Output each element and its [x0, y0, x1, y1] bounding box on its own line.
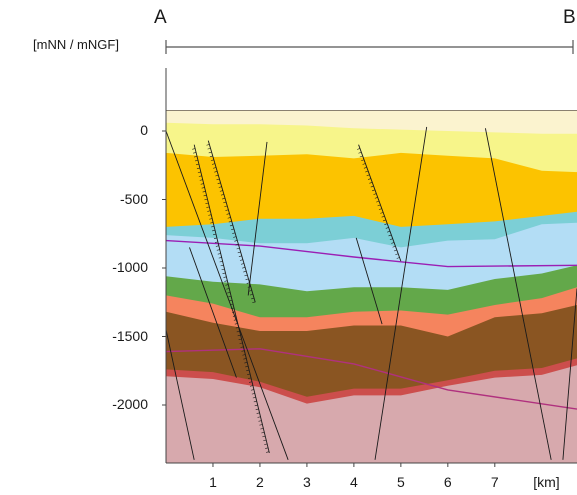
fault-8	[357, 144, 402, 262]
profile-start-label: A	[154, 7, 167, 28]
x-tick-label: 3	[303, 474, 311, 490]
x-tick-label: 7	[490, 474, 499, 490]
y-tick-label: -1000	[112, 259, 148, 275]
fault-2	[192, 144, 270, 454]
y-tick-label: 0	[140, 122, 148, 138]
y-tick-label: -500	[119, 190, 148, 207]
fault-9	[374, 126, 428, 460]
x-unit-label: [km]	[533, 474, 560, 490]
x-tick-label: 1	[209, 474, 217, 490]
fault-11	[562, 288, 577, 460]
fault-7	[355, 237, 383, 325]
profile-line	[165, 40, 574, 54]
x-tick-label: 6	[443, 474, 452, 490]
fault-6	[166, 329, 195, 460]
horizon-line-2	[166, 348, 577, 410]
x-tick-label: 4	[349, 474, 358, 490]
y-tick-label: -2000	[112, 396, 148, 412]
fault-5	[247, 141, 268, 296]
y-tick-label: -1500	[112, 327, 148, 344]
fault-10	[484, 128, 552, 460]
layer-10	[166, 365, 577, 463]
fault-3	[206, 140, 256, 304]
horizon-line-1	[166, 239, 577, 268]
fault-4	[189, 247, 237, 378]
fault-1	[166, 130, 289, 460]
x-tick-label: 5	[396, 474, 405, 490]
profile-end-label: B	[563, 7, 576, 28]
x-tick-label: 2	[256, 474, 264, 490]
vertical-unit-label: [mNN / mNGF]	[33, 37, 119, 52]
